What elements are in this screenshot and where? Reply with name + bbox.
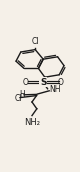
Text: O: O bbox=[23, 78, 29, 87]
Text: O: O bbox=[58, 78, 64, 87]
Text: Cl: Cl bbox=[15, 94, 22, 103]
Text: NH₂: NH₂ bbox=[24, 118, 40, 127]
Text: Cl: Cl bbox=[31, 37, 39, 46]
Text: NH: NH bbox=[50, 85, 61, 94]
Text: H: H bbox=[20, 90, 25, 99]
Text: S: S bbox=[40, 78, 46, 87]
